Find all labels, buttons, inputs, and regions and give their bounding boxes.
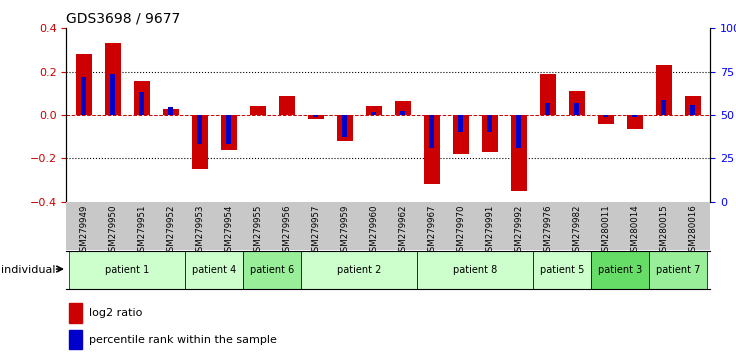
Text: GSM280015: GSM280015 [659,204,668,257]
Bar [372,112,376,115]
Bar [627,115,643,129]
Bar [598,115,614,124]
Bar [591,251,649,289]
Text: patient 8: patient 8 [453,265,498,275]
Bar [69,330,82,349]
Bar [342,115,347,137]
Text: GSM279955: GSM279955 [253,204,262,257]
Text: GSM279991: GSM279991 [485,204,495,257]
Text: GSM280016: GSM280016 [688,204,697,257]
Text: GSM279956: GSM279956 [282,204,291,257]
Bar [301,251,417,289]
Bar [649,251,707,289]
Text: percentile rank within the sample: percentile rank within the sample [89,335,277,345]
Bar [569,91,585,115]
Text: patient 3: patient 3 [598,265,643,275]
Bar [314,115,318,117]
Text: GSM280014: GSM280014 [630,204,640,257]
Bar [134,81,149,115]
Bar [243,251,301,289]
Bar [534,251,591,289]
Bar [169,108,173,115]
Bar [662,100,666,115]
Text: GSM279950: GSM279950 [108,204,117,257]
Bar [139,92,144,115]
Bar [163,109,179,115]
Bar [417,251,534,289]
Text: GSM279992: GSM279992 [514,204,523,257]
Bar [308,115,324,119]
Bar [632,115,637,117]
Text: GSM279953: GSM279953 [195,204,204,257]
Text: patient 7: patient 7 [656,265,701,275]
Bar [539,74,556,115]
Bar [250,106,266,115]
Bar [604,115,608,117]
Text: GSM279952: GSM279952 [166,204,175,257]
Text: GSM279967: GSM279967 [428,204,436,257]
Bar [81,77,86,115]
Bar [105,44,121,115]
Bar [279,96,294,115]
Text: patient 2: patient 2 [337,265,381,275]
Bar [517,115,521,148]
Bar [191,115,208,169]
Text: patient 4: patient 4 [192,265,236,275]
Bar [459,115,463,132]
Bar [69,303,82,323]
Bar [453,115,469,154]
Bar [226,115,231,144]
Bar [487,115,492,132]
Text: GSM280011: GSM280011 [601,204,610,257]
Bar [394,101,411,115]
Bar [656,65,672,115]
Bar [511,115,527,191]
Bar [424,115,439,184]
Bar [69,251,185,289]
Text: patient 1: patient 1 [105,265,149,275]
Bar [197,115,202,144]
Bar [110,74,115,115]
Bar [366,106,382,115]
Text: patient 6: patient 6 [250,265,294,275]
Text: individual: individual [1,265,55,275]
Text: log2 ratio: log2 ratio [89,308,142,318]
Bar [221,115,237,150]
Bar [545,103,551,115]
Text: GSM279970: GSM279970 [456,204,465,257]
Text: GSM279960: GSM279960 [369,204,378,257]
Text: GSM279957: GSM279957 [311,204,320,257]
Text: GSM279982: GSM279982 [573,204,581,257]
Text: GSM279962: GSM279962 [398,204,407,257]
Text: GSM279949: GSM279949 [79,204,88,257]
Text: patient 5: patient 5 [540,265,584,275]
Bar [185,251,243,289]
Text: GSM279959: GSM279959 [340,204,349,257]
Text: GSM279951: GSM279951 [137,204,146,257]
Bar [76,55,91,115]
Bar [574,103,579,115]
Bar [482,115,498,152]
Bar [337,115,353,141]
Bar [690,105,696,115]
Bar [400,111,405,115]
Text: GSM279976: GSM279976 [543,204,552,257]
Bar [429,115,434,148]
Text: GSM279954: GSM279954 [224,204,233,257]
Text: GDS3698 / 9677: GDS3698 / 9677 [66,12,180,26]
Bar [685,96,701,115]
